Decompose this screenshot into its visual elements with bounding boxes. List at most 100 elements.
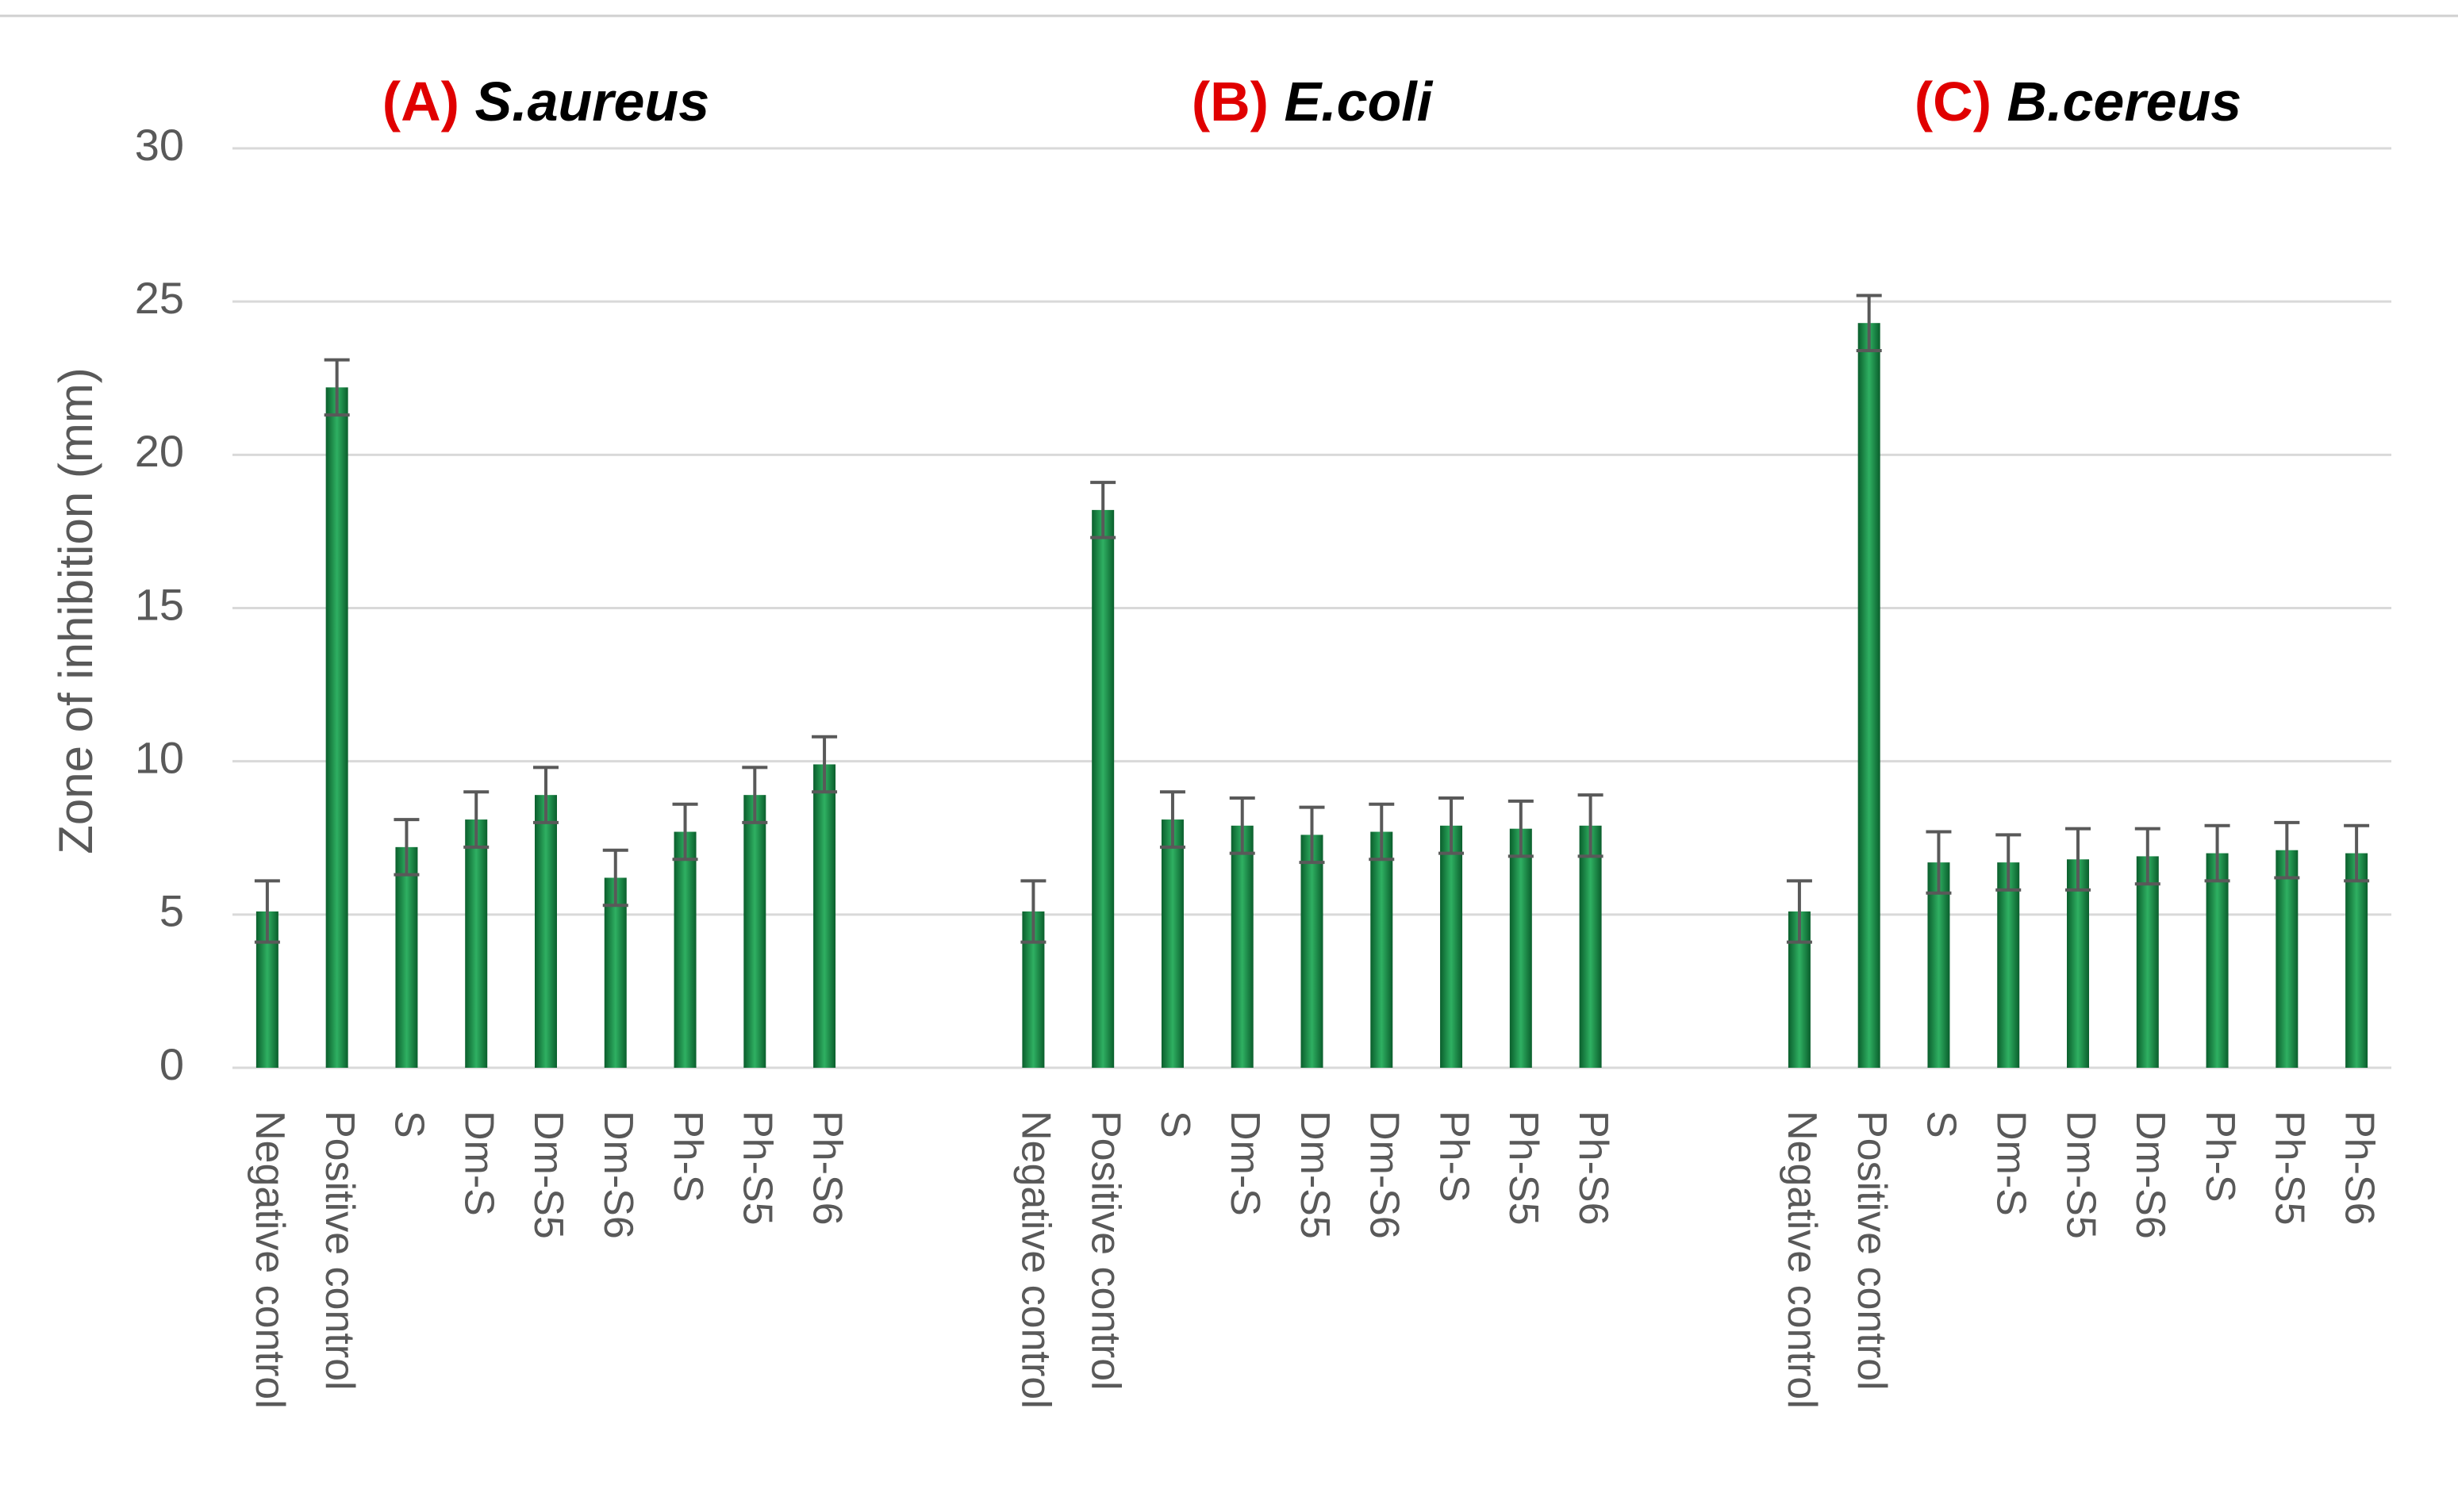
- error-bar: [672, 802, 698, 862]
- bar: [325, 387, 348, 1069]
- x-tick-label: Dm-S6: [595, 1111, 641, 1239]
- error-bar: [742, 766, 768, 824]
- x-tick-label: S: [386, 1111, 432, 1138]
- error-bar: [463, 790, 490, 849]
- y-tick-label: 25: [135, 273, 184, 323]
- error-bar: [1438, 796, 1465, 855]
- error-bar: [812, 735, 838, 794]
- bar: [1509, 828, 1532, 1068]
- bar: [1231, 825, 1254, 1068]
- bar: [1092, 509, 1115, 1068]
- x-tick-label: Ph-S: [2197, 1111, 2243, 1203]
- x-tick-label: Dm-S5: [525, 1111, 571, 1239]
- error-bar: [2344, 823, 2370, 883]
- error-bar: [1856, 294, 1882, 352]
- y-axis-title: Zone of inhibition (mm): [49, 367, 102, 854]
- x-tick-label: S: [1152, 1111, 1198, 1138]
- x-tick-label: Ph-S6: [1570, 1111, 1616, 1226]
- bar: [674, 831, 697, 1068]
- bar: [465, 819, 488, 1068]
- group-title: (C) B.cereus: [1915, 71, 2241, 132]
- bar: [1370, 831, 1393, 1068]
- group-tag: (B): [1192, 71, 1269, 132]
- x-tick-label: Positive control: [1849, 1111, 1895, 1391]
- y-tick-label: 10: [135, 732, 184, 782]
- group-title: (A) S.aureus: [382, 71, 709, 132]
- y-tick-label: 30: [135, 120, 184, 170]
- x-tick-label: Ph-S: [665, 1111, 711, 1203]
- x-tick-label: Dm-S5: [1292, 1111, 1338, 1239]
- group-name: E.coli: [1284, 71, 1433, 132]
- group-spacer: [1269, 71, 1284, 132]
- x-tick-label: Ph-S5: [1500, 1111, 1546, 1226]
- x-tick-label: Negative control: [1013, 1111, 1059, 1409]
- bar: [2276, 850, 2299, 1068]
- bar: [1857, 323, 1880, 1069]
- bar: [1927, 862, 1950, 1068]
- y-tick-label: 15: [135, 579, 184, 629]
- x-tick-label: Ph-S6: [2336, 1111, 2382, 1226]
- x-tick-label: Ph-S5: [735, 1111, 781, 1226]
- error-bar: [1786, 879, 1812, 944]
- error-bar: [2134, 827, 2160, 886]
- x-tick-label: Dm-S6: [2127, 1111, 2173, 1239]
- error-bar: [2204, 823, 2230, 883]
- error-bar: [532, 766, 559, 824]
- y-tick-label: 5: [159, 886, 184, 936]
- x-tick-label: Negative control: [247, 1111, 293, 1409]
- error-bar: [1507, 799, 1534, 858]
- error-bar: [254, 879, 280, 944]
- x-tick-label: Ph-S: [1431, 1111, 1477, 1203]
- x-tick-label: Dm-S: [1222, 1111, 1268, 1216]
- error-bar: [1159, 790, 1185, 849]
- bar: [743, 795, 766, 1068]
- x-tick-label: S: [1918, 1111, 1964, 1138]
- group-title: (B) E.coli: [1192, 71, 1434, 132]
- x-tick-label: Dm-S6: [1362, 1111, 1408, 1239]
- error-bar: [602, 848, 628, 908]
- bar: [1440, 825, 1463, 1068]
- bar: [1161, 819, 1184, 1068]
- error-bar: [1577, 793, 1603, 858]
- error-bar: [2274, 820, 2300, 880]
- error-bar: [1369, 802, 1395, 862]
- error-bar: [1299, 805, 1325, 865]
- error-bar: [1926, 830, 1952, 895]
- error-bar: [1229, 796, 1255, 855]
- x-tick-label: Positive control: [1082, 1111, 1128, 1391]
- x-tick-label: Dm-S: [455, 1111, 501, 1216]
- bar: [2136, 856, 2159, 1068]
- x-tick-label: Ph-S5: [2267, 1111, 2313, 1226]
- x-tick-label: Ph-S6: [804, 1111, 850, 1226]
- bar: [813, 764, 836, 1068]
- bar: [2345, 853, 2368, 1068]
- bar: [604, 877, 627, 1068]
- error-bar: [1090, 481, 1116, 539]
- error-bar: [2065, 827, 2091, 892]
- y-tick-label: 20: [135, 426, 184, 476]
- bar: [1997, 862, 2020, 1068]
- error-bar: [324, 358, 350, 417]
- group-spacer: [459, 71, 474, 132]
- bar: [395, 846, 418, 1068]
- bar: [534, 795, 557, 1068]
- x-tick-label: Negative control: [1779, 1111, 1825, 1409]
- group-name: B.cereus: [2007, 71, 2241, 132]
- x-tick-label: Dm-S5: [2057, 1111, 2103, 1239]
- group-tag: (C): [1915, 71, 1991, 132]
- group-tag: (A): [382, 71, 459, 132]
- error-bar: [394, 818, 420, 877]
- group-spacer: [1991, 71, 2007, 132]
- y-tick-label: 0: [159, 1039, 184, 1089]
- group-name: S.aureus: [474, 71, 709, 132]
- bar: [2206, 853, 2229, 1068]
- x-tick-label: Dm-S: [1988, 1111, 2034, 1216]
- error-bar: [1995, 833, 2022, 892]
- bar: [1579, 825, 1602, 1068]
- x-tick-label: Positive control: [317, 1111, 363, 1391]
- bar: [2067, 859, 2090, 1068]
- bar: [1300, 835, 1323, 1068]
- error-bar: [1020, 879, 1047, 944]
